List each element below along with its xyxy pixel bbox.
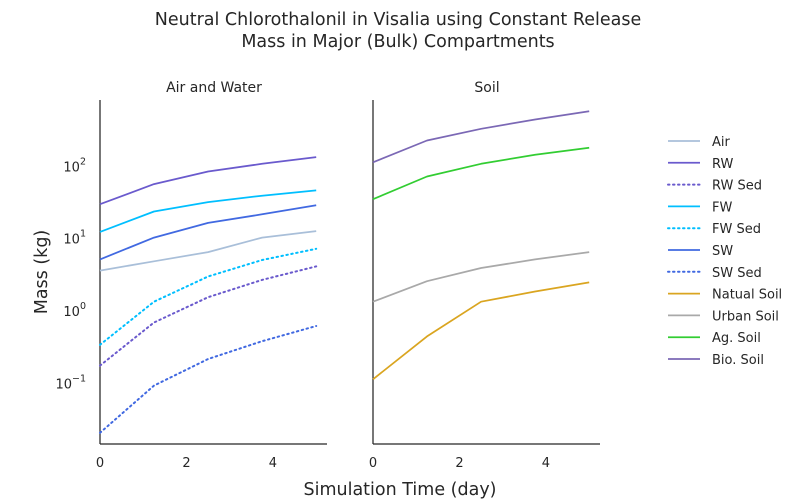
series-line-fw <box>99 189 317 233</box>
legend-label-rw: RW <box>712 157 734 172</box>
legend-label-fw: FW <box>712 200 732 215</box>
legend-label-fw-sed: FW Sed <box>712 222 761 237</box>
y-axis-label: Mass (kg) <box>32 230 52 315</box>
chart-subtitle: Mass in Major (Bulk) Compartments <box>241 32 554 52</box>
x-tick-label: 0 <box>96 456 104 471</box>
legend-label-urban-soil: Urban Soil <box>712 309 779 324</box>
y-tick-label: 101 <box>63 229 86 248</box>
chart-title: Neutral Chlorothalonil in Visalia using … <box>155 10 641 30</box>
series-line-bio-soil <box>372 110 590 164</box>
series-line-urban-soil <box>372 251 590 303</box>
series-line-natual-soil <box>372 281 590 380</box>
x-tick-label: 0 <box>369 456 377 471</box>
y-tick-label: 100 <box>63 301 86 320</box>
legend: Air RW RW Sed FW FW Sed SW SW Sed Natual Soil Ur… <box>667 135 782 368</box>
series-line-ag-soil <box>372 146 590 201</box>
series-line-air <box>99 230 317 272</box>
legend-label-natual-soil: Natual Soil <box>712 288 782 303</box>
y-tick-label: 102 <box>63 156 86 175</box>
x-axis-label: Simulation Time (day) <box>303 480 496 500</box>
legend-label-sw-sed: SW Sed <box>712 266 762 281</box>
series-line-sw-sed <box>99 325 318 434</box>
series-line-sw <box>99 204 317 261</box>
panel-right: 0 2 4 <box>369 100 600 471</box>
legend-label-bio-soil: Bio. Soil <box>712 353 764 368</box>
panel-title-soil: Soil <box>474 80 499 96</box>
panel-left: 0 2 4 102 101 100 10−1 <box>55 100 327 471</box>
legend-label-rw-sed: RW Sed <box>712 179 762 194</box>
x-tick-label: 2 <box>182 456 190 471</box>
x-tick-label: 2 <box>455 456 463 471</box>
legend-label-air: Air <box>712 135 731 150</box>
x-tick-label: 4 <box>269 456 277 471</box>
legend-label-ag-soil: Ag. Soil <box>712 331 761 346</box>
panel-title-air-water: Air and Water <box>166 80 262 96</box>
legend-label-sw: SW <box>712 244 733 259</box>
x-tick-label: 4 <box>542 456 550 471</box>
series-line-rw-sed <box>99 265 318 367</box>
series-line-fw-sed <box>99 247 318 346</box>
y-tick-label: 10−1 <box>55 373 86 392</box>
series-line-rw <box>99 156 317 206</box>
